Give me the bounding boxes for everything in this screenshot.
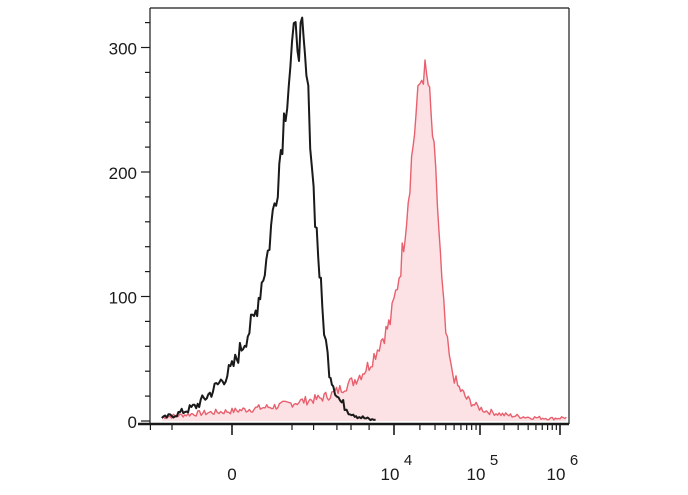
x-tick-label: 10 bbox=[467, 465, 486, 484]
y-tick-label: 200 bbox=[109, 164, 137, 183]
plot-area bbox=[161, 16, 567, 422]
y-tick-label: 0 bbox=[128, 413, 137, 432]
x-tick-label: 10 bbox=[381, 465, 400, 484]
y-tick-label: 100 bbox=[109, 289, 137, 308]
x-tick-exponent: 6 bbox=[570, 452, 578, 469]
series-0-line bbox=[161, 16, 376, 422]
y-tick-label: 300 bbox=[109, 40, 137, 59]
x-tick-label: 0 bbox=[227, 465, 236, 484]
x-tick-exponent: 5 bbox=[490, 452, 498, 469]
x-tick-label: 10 bbox=[547, 465, 566, 484]
x-tick-exponent: 4 bbox=[404, 452, 412, 469]
series-1-line bbox=[161, 59, 567, 421]
series-1-area bbox=[161, 60, 567, 421]
